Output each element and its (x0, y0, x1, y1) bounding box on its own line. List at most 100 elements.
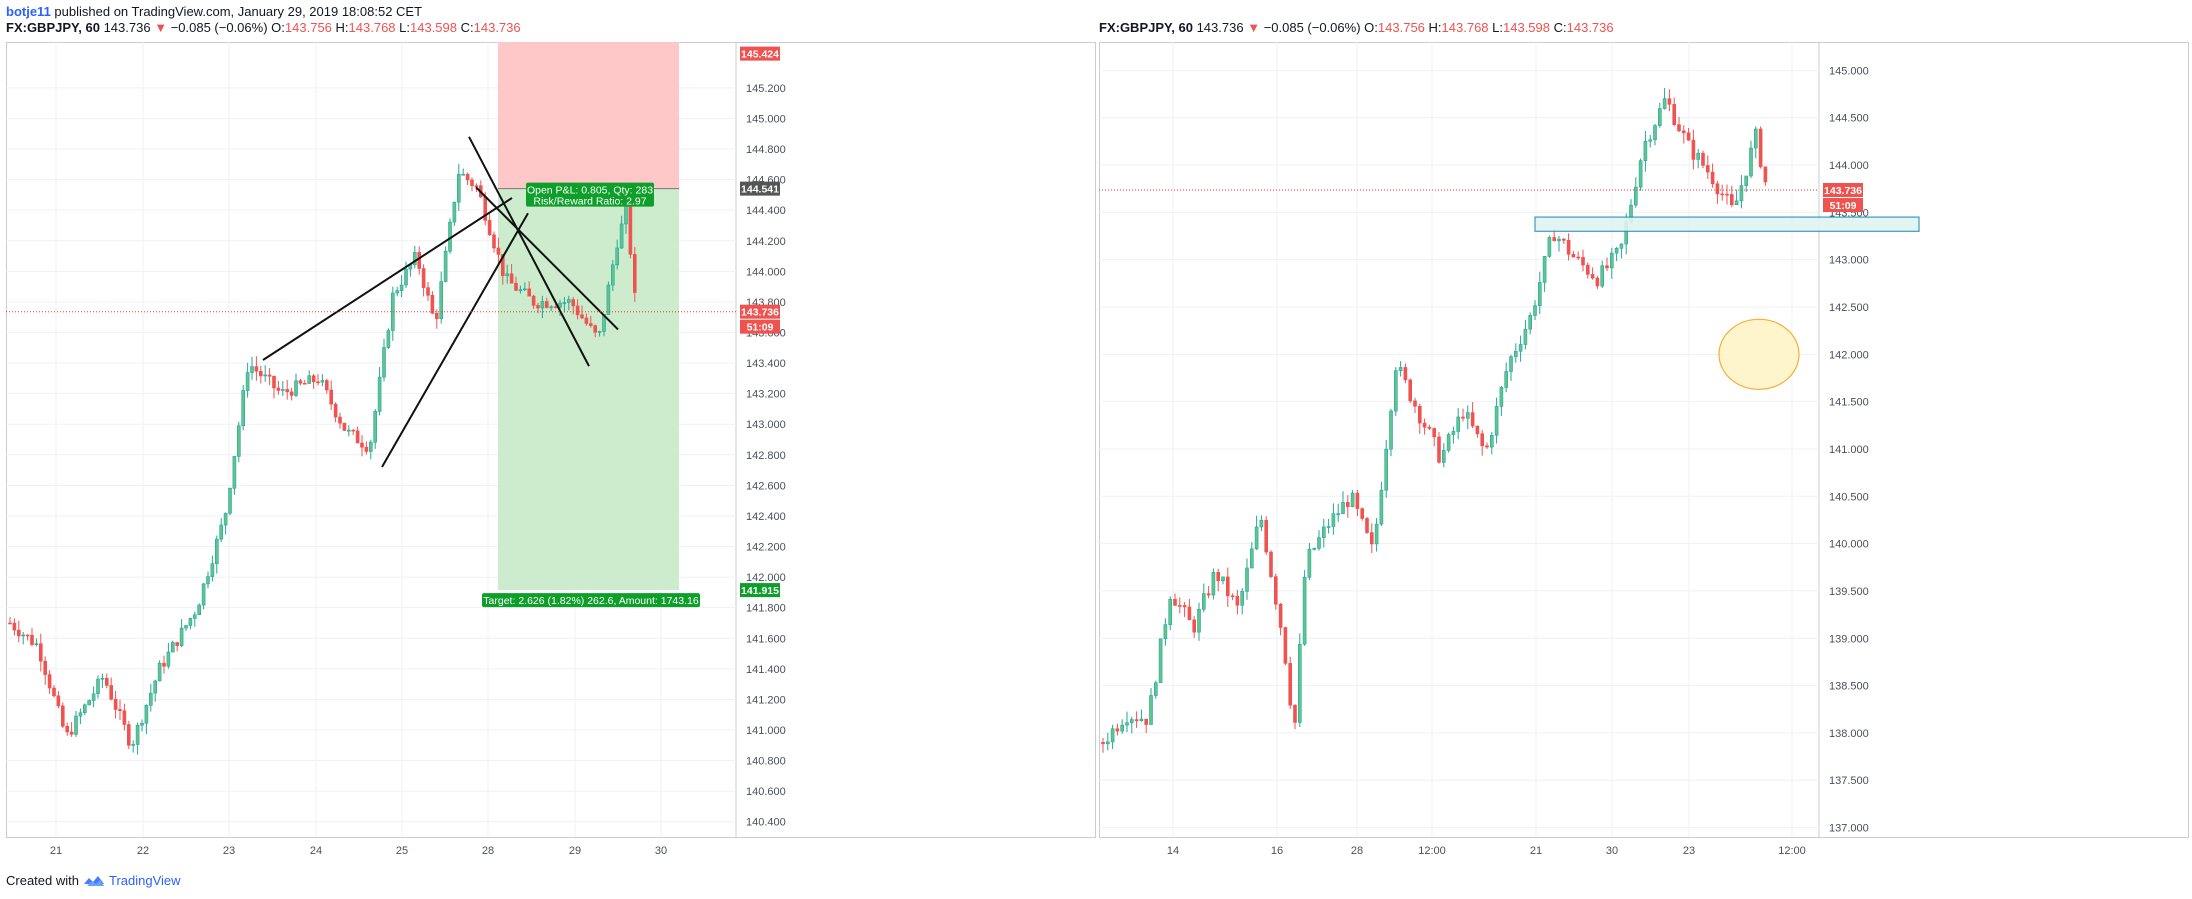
pnl-label: Open P&L: 0.805, Qty: 283 (527, 185, 653, 197)
candle-body (474, 185, 479, 187)
left-chart-panel[interactable]: 145.200 145.000 144.800 144.600 144.400 144.2… (6, 42, 1096, 862)
candle-body (1518, 344, 1523, 352)
candle-body (522, 288, 527, 291)
candles (1101, 88, 1768, 753)
candle-body (320, 380, 325, 383)
candle-body (1163, 624, 1168, 640)
candle-body (346, 429, 351, 432)
candle-body (1355, 492, 1360, 509)
right-l-label: L: (1492, 20, 1503, 35)
candle-body (34, 643, 39, 646)
candle-body (1182, 605, 1187, 608)
candle-body (1110, 728, 1115, 743)
x-tick-label: 23 (223, 845, 235, 857)
candle-body (294, 380, 298, 396)
candle-body (531, 295, 536, 306)
candle-body (144, 705, 149, 724)
candle-body (1134, 719, 1139, 722)
x-tick-label: 28 (482, 845, 494, 857)
y-tick-label: 145.000 (746, 113, 786, 125)
take-profit-zone[interactable] (498, 188, 679, 591)
candle-body (1144, 718, 1149, 725)
candle-body (1230, 595, 1235, 598)
candle-body (17, 629, 21, 637)
candle-body (1125, 722, 1129, 726)
x-tick-label: 16 (1271, 845, 1283, 857)
candle-body (1197, 609, 1201, 633)
candle-body (390, 292, 395, 331)
candle-body (452, 201, 457, 223)
right-chart[interactable]: 145.000144.500144.000143.500143.000142.5… (1099, 42, 2189, 862)
trend-line (468, 136, 590, 367)
y-tick-label: 139.500 (1829, 586, 1869, 598)
y-tick-label: 141.400 (746, 664, 786, 676)
x-tick-label: 24 (310, 845, 322, 857)
candle-body (338, 416, 342, 424)
candle-body (1494, 406, 1499, 436)
candle-body (206, 576, 210, 585)
candle-body (1393, 370, 1398, 412)
candle-body (1173, 598, 1177, 606)
candle-body (179, 627, 184, 646)
candle-body (1398, 367, 1403, 371)
candle-body (83, 704, 87, 714)
left-c-label: C: (460, 20, 474, 35)
candle-body (1346, 502, 1350, 507)
left-change: −0.085 (−0.06%) (170, 20, 268, 35)
left-symbol-legend: FX:GBPJPY, 60 143.736 ▼ −0.085 (−0.06%) … (6, 20, 521, 36)
candle-body (1686, 132, 1691, 141)
candle-body (1729, 194, 1734, 206)
candle-body (399, 284, 404, 291)
y-tick-label: 140.400 (746, 817, 786, 829)
candle-body (492, 234, 496, 249)
candle-body (140, 723, 144, 726)
candle-body (113, 698, 118, 710)
candle-body (241, 390, 245, 427)
candle-body (1489, 434, 1494, 448)
candle-body (1638, 160, 1643, 188)
candle-body (1446, 434, 1451, 451)
candle-body (355, 430, 360, 444)
x-tick-label: 14 (1167, 845, 1179, 857)
candle-body (1269, 551, 1273, 577)
candle-body (1379, 489, 1384, 525)
y-tick-label: 142.400 (746, 511, 786, 523)
candle-body (1595, 277, 1600, 287)
candle-body (74, 715, 78, 735)
candle-body (1720, 193, 1725, 196)
candle-body (1456, 416, 1461, 432)
candle-body (298, 380, 303, 384)
candle-body (421, 268, 426, 288)
candle-body (21, 634, 25, 637)
y-tick-label: 141.000 (746, 725, 786, 737)
tradingview-link[interactable]: TradingView (108, 873, 181, 888)
candle-body (1221, 576, 1225, 582)
candle-body (1360, 508, 1365, 519)
y-tick-label: 140.800 (746, 756, 786, 768)
candle-body (1504, 371, 1509, 388)
countdown-tag-bg (740, 319, 780, 334)
y-tick-label: 143.400 (746, 358, 786, 370)
right-chart-panel[interactable]: 145.000 144.500 144.000 143.500 143.000 142.5… (1099, 42, 2189, 862)
footer: Created with TradingView (6, 872, 181, 890)
candle-body (100, 677, 105, 680)
author-link[interactable]: botje11 (6, 4, 51, 19)
candle-body (1115, 728, 1120, 732)
candle-body (1254, 526, 1259, 550)
candle-body (96, 678, 100, 695)
candle-body (619, 223, 624, 249)
candle-body (1250, 548, 1254, 569)
candle-body (1437, 436, 1441, 463)
y-tick-label: 144.200 (746, 236, 786, 248)
candle-body (368, 441, 373, 452)
left-ticker: FX:GBPJPY, 60 (6, 20, 100, 35)
candle-body (78, 712, 83, 717)
right-change: −0.085 (−0.06%) (1263, 20, 1361, 35)
left-chart[interactable]: 145.200145.000144.800144.600144.400144.2… (6, 42, 1096, 862)
candle-body (1187, 606, 1192, 621)
candle-body (1149, 695, 1153, 725)
right-h-label: H: (1428, 20, 1442, 35)
stop-loss-zone[interactable] (498, 42, 679, 189)
candle-body (562, 302, 567, 304)
candle-body (1480, 433, 1485, 447)
